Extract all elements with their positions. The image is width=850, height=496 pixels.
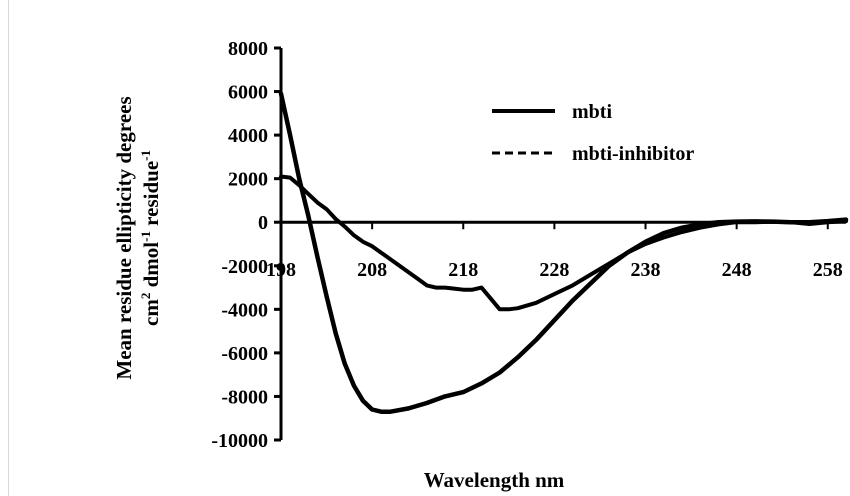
y-axis-title-line2: cm2 dmol-1 residue-1 xyxy=(138,150,163,326)
x-tick-label: 198 xyxy=(266,259,296,281)
y-axis-title-line1: Mean residue ellipticity degrees xyxy=(112,96,136,379)
x-tick-label: 238 xyxy=(631,259,661,281)
y-tick-label: 6000 xyxy=(228,82,268,104)
y-tick-label: 2000 xyxy=(228,169,268,191)
x-tick-label: 218 xyxy=(448,259,478,281)
left-edge-rule xyxy=(8,0,9,496)
legend-label-mbti-inhibitor: mbti-inhibitor xyxy=(572,143,694,165)
y-tick-label: 0 xyxy=(258,212,268,234)
series-line-mbti xyxy=(278,91,849,414)
y-tick-label: -4000 xyxy=(221,299,268,321)
legend-label-mbti: mbti xyxy=(572,101,612,123)
x-axis-title: Wavelength nm xyxy=(424,468,565,492)
y-tick-label: -2000 xyxy=(221,256,268,278)
series-layer xyxy=(278,91,849,414)
y-tick-label: 8000 xyxy=(228,38,268,60)
x-tick-label: 228 xyxy=(539,259,569,281)
x-tick-label: 258 xyxy=(813,259,843,281)
y-tick-label: -8000 xyxy=(221,386,268,408)
y-tick-label: -10000 xyxy=(211,430,268,452)
x-tick-label: 248 xyxy=(722,259,752,281)
series-line-mbti-inhibitor xyxy=(279,174,848,312)
x-tick-label: 208 xyxy=(357,259,387,281)
y-tick-label: -6000 xyxy=(221,343,268,365)
legend: mbti mbti-inhibitor xyxy=(492,101,694,165)
y-ticks: 8000 6000 4000 2000 0 -2000 -4000 -6000 -8000 -10… xyxy=(211,38,281,452)
y-tick-label: 4000 xyxy=(228,125,268,147)
x-ticks: 198 208 218 228 238 248 258 xyxy=(266,222,843,281)
